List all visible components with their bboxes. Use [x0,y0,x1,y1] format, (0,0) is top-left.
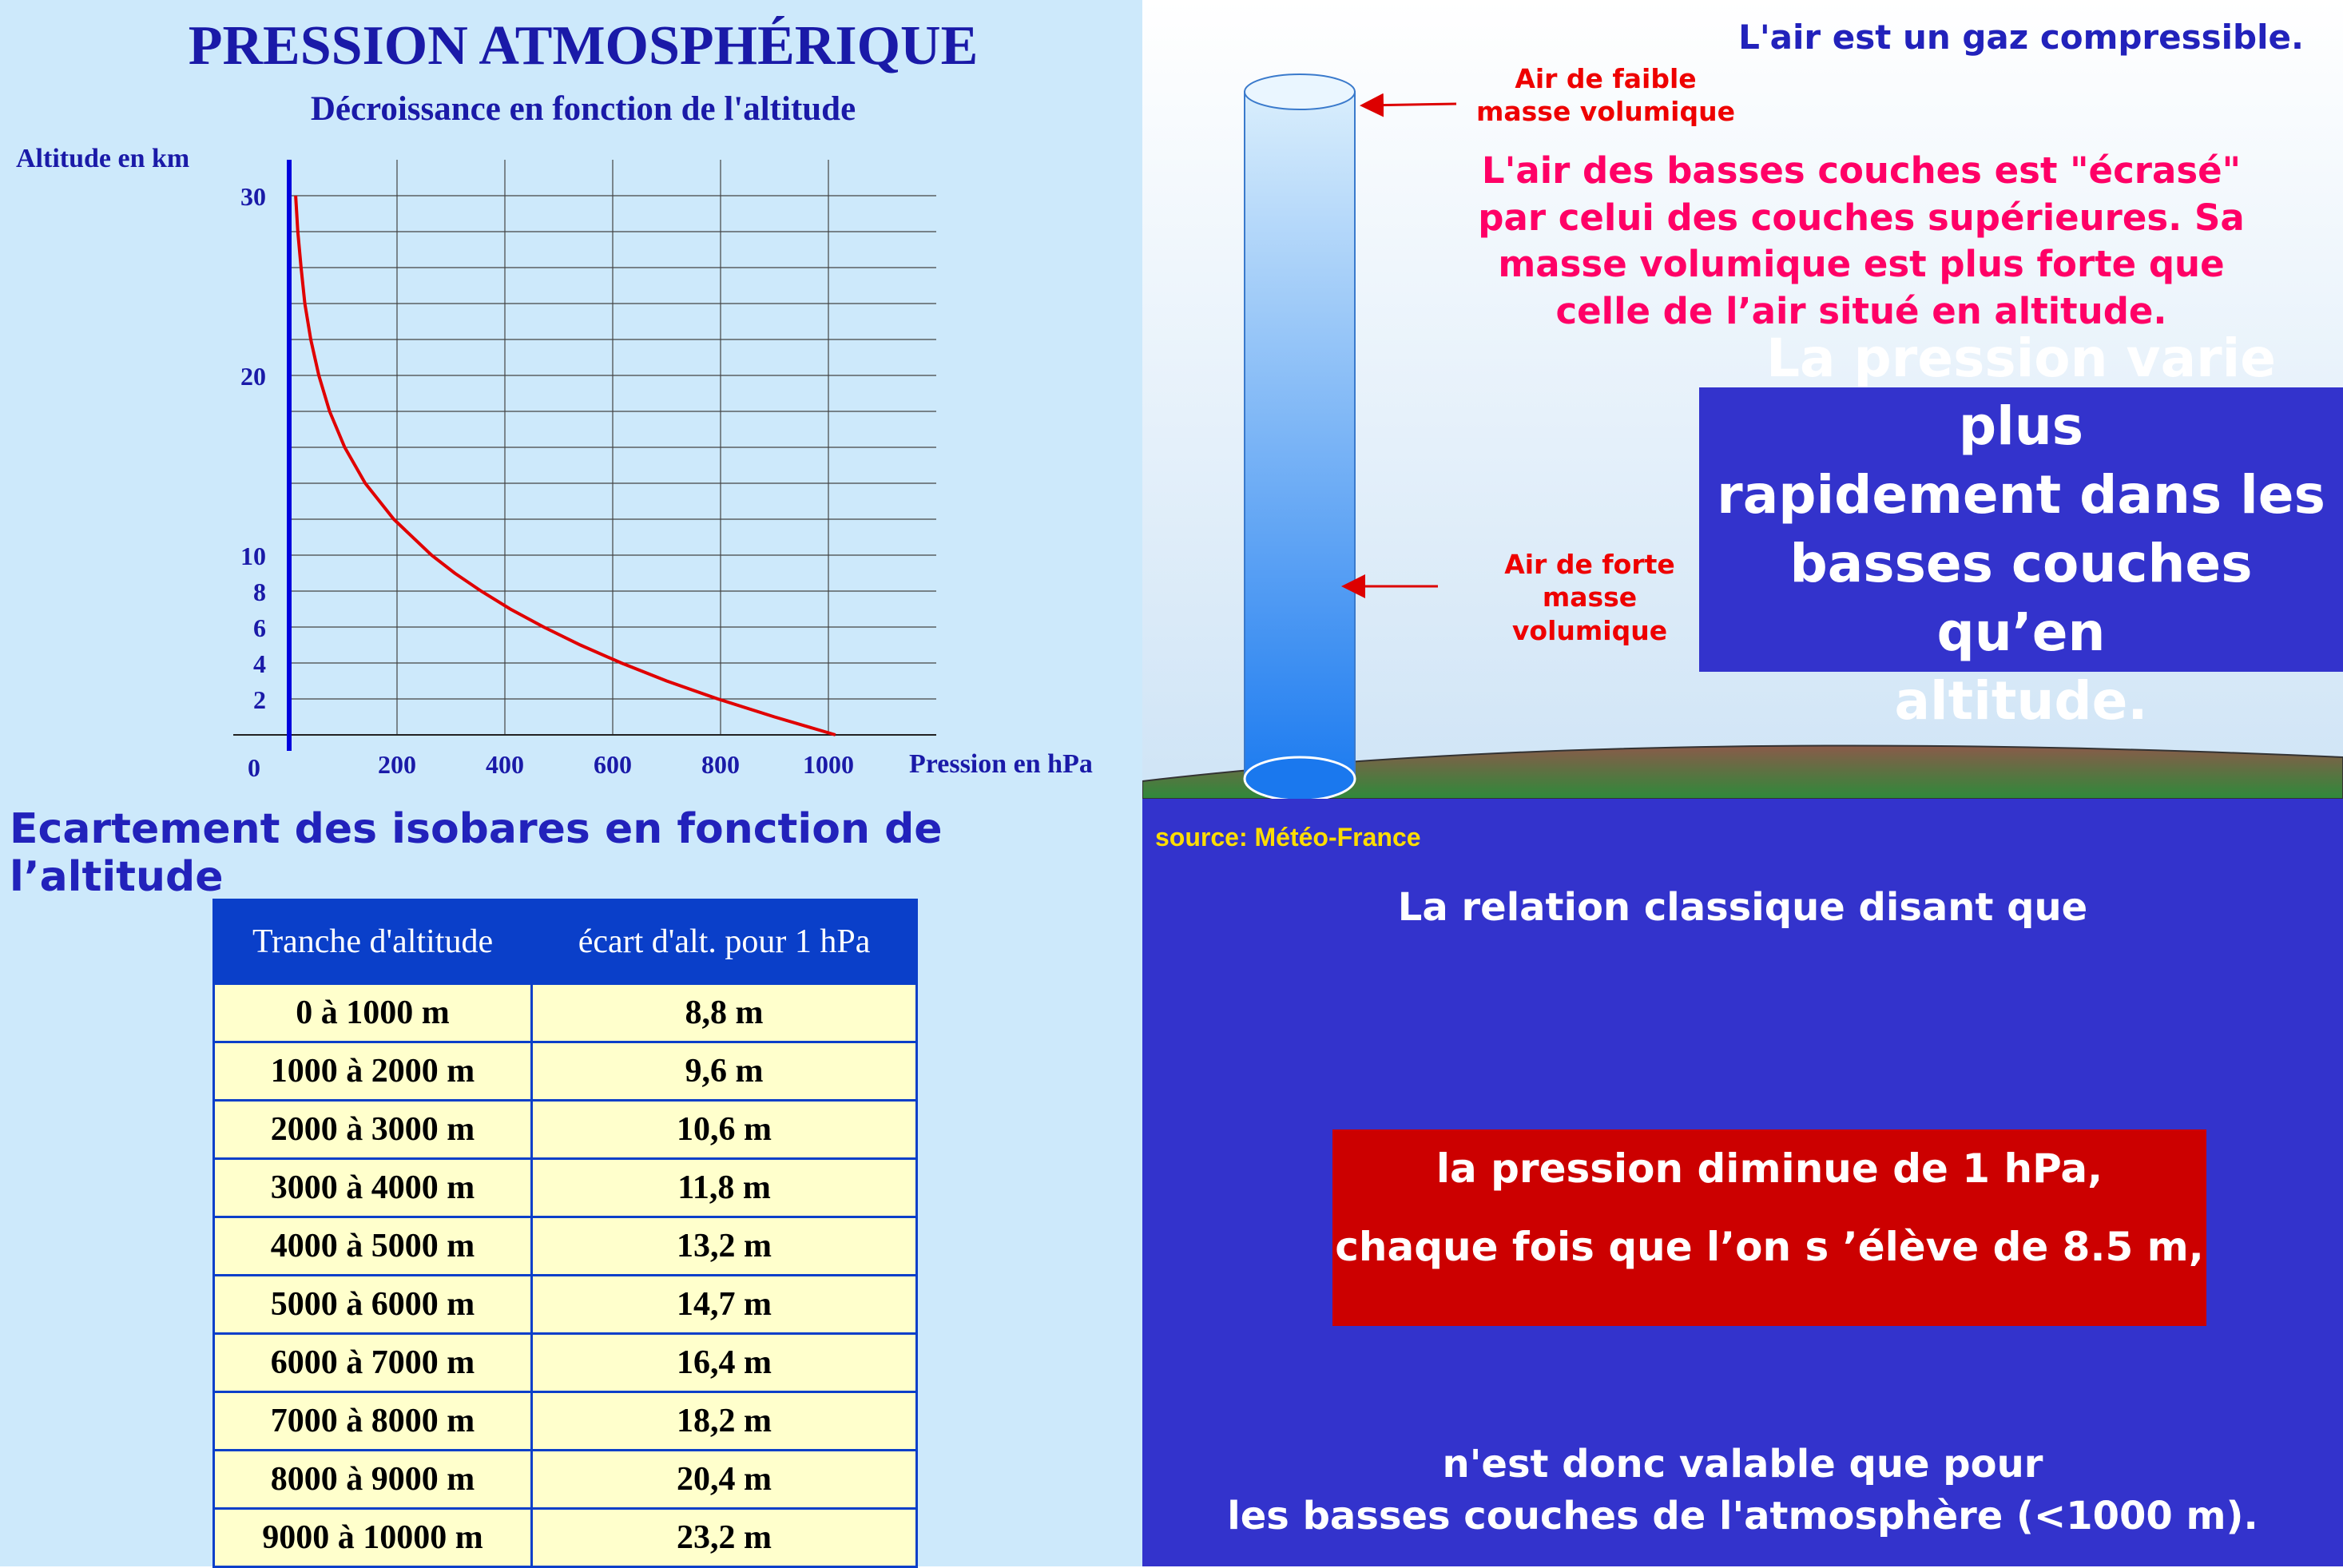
low-density-line: masse volumique [1476,96,1735,128]
table-row: 4000 à 5000 m 13,2 m [212,1216,918,1276]
altitude-gap: 14,7 m [530,1274,918,1335]
explanation-line: L'air des basses couches est "écrasé" [1481,149,2242,192]
y-tick-label: 4 [253,649,266,678]
high-density-line: volumique [1511,614,1668,646]
air-column-illustration [1142,73,2343,799]
pressure-chart-panel: PRESSION ATMOSPHÉRIQUE Décroissance en f… [0,0,1142,799]
altitude-range: 8000 à 9000 m [212,1449,534,1510]
x-tick-label: 400 [486,750,524,779]
altitude-range: 2000 à 3000 m [212,1099,534,1160]
explanation-line: par celui des couches supérieures. Sa [1478,196,2245,239]
isobar-table-panel: Ecartement des isobares en fonction de l… [0,799,1142,1568]
altitude-gap: 23,2 m [530,1507,918,1568]
classic-relation-box: la pression diminue de 1 hPa, chaque foi… [1332,1129,2206,1326]
column-header-altitude: Tranche d'altitude [212,899,534,985]
compression-explanation: L'air des basses couches est "écrasé" pa… [1462,148,2261,335]
y-axis-label: Altitude en km [16,144,190,173]
altitude-gap: 11,8 m [530,1157,918,1218]
air-column [1244,91,1356,780]
altitude-range: 1000 à 2000 m [212,1041,534,1102]
y-tick-label: 8 [253,578,266,606]
isobar-table-title: Ecartement des isobares en fonction de l… [10,805,943,901]
table-row: 3000 à 4000 m 11,8 m [212,1157,918,1218]
x-tick-label: 200 [378,750,416,779]
compressible-heading: L'air est un gaz compressible. [1738,18,2304,57]
high-density-line: masse [1542,582,1638,613]
y-tick-label: 2 [253,685,266,714]
pressure-altitude-chart: 200 400 600 800 1000 2 4 6 8 10 20 30 0 [233,160,936,782]
y-tick-label: 20 [240,362,266,391]
altitude-range: 0 à 1000 m [212,982,534,1043]
x-tick-label: 800 [701,750,740,779]
source-credit: source: Météo-France [1155,823,1421,851]
table-row: 2000 à 3000 m 10,6 m [212,1099,918,1160]
table-row: 6000 à 7000 m 16,4 m [212,1332,918,1393]
altitude-range: 4000 à 5000 m [212,1216,534,1276]
air-column-top [1244,73,1356,110]
altitude-gap: 16,4 m [530,1332,918,1393]
high-density-line: Air de forte [1504,549,1675,580]
altitude-range: 3000 à 4000 m [212,1157,534,1218]
box-line: rapidement dans les [1717,464,2325,526]
column-header-gap: écart d'alt. pour 1 hPa [530,899,918,985]
table-header-row: Tranche d'altitude écart d'alt. pour 1 h… [212,899,918,985]
altitude-range: 5000 à 6000 m [212,1274,534,1335]
box-line: altitude. [1894,669,2148,732]
isobar-table: Tranche d'altitude écart d'alt. pour 1 h… [212,899,918,1568]
table-row: 0 à 1000 m 8,8 m [212,982,918,1043]
table-row: 9000 à 10000 m 23,2 m [212,1507,918,1568]
x-axis-label: Pression en hPa [909,749,1093,779]
altitude-gap: 10,6 m [530,1099,918,1160]
low-density-label: Air de faible masse volumique [1474,62,1737,129]
altitude-range: 9000 à 10000 m [212,1507,534,1568]
altitude-gap: 9,6 m [530,1041,918,1102]
relation-box-line: la pression diminue de 1 hPa, [1436,1145,2103,1192]
explanation-line: masse volumique est plus forte que [1498,243,2225,285]
relation-intro: La relation classique disant que [1397,885,2088,930]
low-density-line: Air de faible [1515,63,1697,94]
high-density-label: Air de forte masse volumique [1478,548,1702,647]
relation-outro-line2: les basses couches de l'atmosphère (<100… [1227,1494,2258,1538]
main-title: PRESSION ATMOSPHÉRIQUE [188,15,979,77]
chart-subtitle: Décroissance en fonction de l'altitude [310,90,856,128]
x-tick-label: 600 [594,750,632,779]
table-row: 5000 à 6000 m 14,7 m [212,1274,918,1335]
altitude-range: 7000 à 8000 m [212,1391,534,1451]
air-column-bottom [1243,756,1356,799]
table-row: 1000 à 2000 m 9,6 m [212,1041,918,1102]
explanation-line: celle de l’air situé en altitude. [1555,289,2167,332]
altitude-gap: 20,4 m [530,1449,918,1510]
y-tick-label: 10 [240,542,266,570]
table-row: 8000 à 9000 m 20,4 m [212,1449,918,1510]
table-row: 7000 à 8000 m 18,2 m [212,1391,918,1451]
relation-outro-line1: n'est donc valable que pour [1442,1442,2043,1487]
x-tick-label: 1000 [803,750,854,779]
pressure-variation-box: La pression varie plus rapidement dans l… [1699,327,2343,732]
box-line: La pression varie plus [1765,327,2277,458]
relation-box-line: chaque fois que l’on s ’élève de 8.5 m, [1335,1224,2204,1270]
altitude-range: 6000 à 7000 m [212,1332,534,1393]
y-tick-label: 6 [253,613,266,642]
box-line: basses couches qu’en [1789,533,2253,663]
altitude-gap: 8,8 m [530,982,918,1043]
compressibility-panel: L'air est un gaz compressible. Air de fa… [1142,0,2343,799]
pressure-curve [294,195,836,736]
arrow-top [1360,93,1457,117]
y-tick-label: 30 [240,182,266,211]
relation-panel: source: Météo-France La relation classiq… [1142,799,2343,1566]
altitude-gap: 18,2 m [530,1391,918,1451]
origin-label: 0 [248,753,260,782]
altitude-gap: 13,2 m [530,1216,918,1276]
